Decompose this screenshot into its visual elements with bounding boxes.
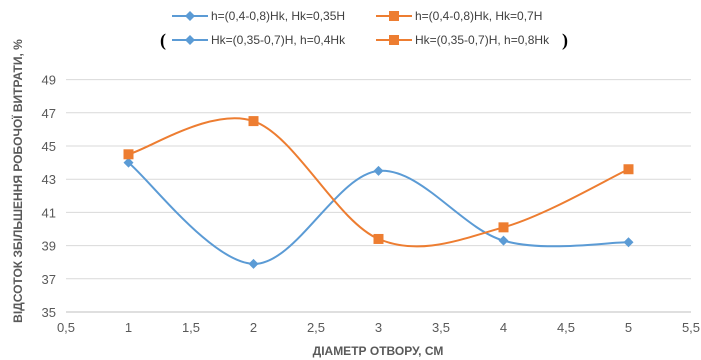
x-tick-label: 4,5: [557, 320, 575, 335]
series-line-2: [128, 117, 629, 248]
diamond-marker-icon: [185, 11, 195, 21]
data-point-diamond: [623, 237, 634, 248]
y-tick-label: 45: [42, 139, 56, 154]
legend-label-series-1: h=(0,4-0,8)Hk, Hk=0,35H: [211, 9, 345, 23]
legend-label-series-2: h=(0,4-0,8)Hk, Hk=0,7H: [415, 9, 542, 23]
data-point-diamond: [248, 258, 259, 269]
y-tick-label: 37: [42, 272, 56, 287]
legend-paren-open: (: [160, 30, 166, 51]
x-tick-label: 3,5: [432, 320, 450, 335]
y-tick-label: 39: [42, 239, 56, 254]
legend-item-series-1: h=(0,4-0,8)Hk, Hk=0,35H: [172, 9, 345, 23]
y-tick-label: 43: [42, 172, 56, 187]
x-tick-label: 1,5: [182, 320, 200, 335]
square-marker-icon: [389, 35, 399, 45]
x-tick-label: 3: [375, 320, 382, 335]
x-tick-label: 1: [125, 320, 132, 335]
x-tick-label: 2: [250, 320, 257, 335]
data-point-diamond: [498, 235, 509, 246]
data-point-square: [248, 116, 259, 127]
legend: h=(0,4-0,8)Hk, Hk=0,35H h=(0,4-0,8)Hk, H…: [160, 9, 568, 51]
y-tick-label: 35: [42, 305, 56, 320]
x-tick-label: 5: [625, 320, 632, 335]
x-axis-title: ДІАМЕТР ОТВОРУ, СМ: [313, 344, 444, 358]
data-point-square: [498, 222, 509, 233]
x-tick-label: 2,5: [307, 320, 325, 335]
gridlines: [66, 79, 691, 313]
legend-item-series-2: h=(0,4-0,8)Hk, Hk=0,7H: [376, 9, 542, 23]
data-point-diamond: [123, 157, 134, 168]
series-line-1: [127, 161, 629, 265]
diamond-marker-icon: [185, 35, 195, 45]
data-point-square: [373, 233, 384, 244]
data-point-diamond: [373, 165, 384, 176]
legend-paren-close: ): [562, 30, 568, 51]
y-tick-label: 47: [42, 106, 56, 121]
y-axis-ticks: 35 37 39 41 43 45 47 49: [42, 73, 56, 320]
x-tick-label: 0,5: [57, 320, 75, 335]
x-tick-label: 5,5: [682, 320, 700, 335]
y-axis-title: ВІДСОТОК ЗБІЛЬШЕННЯ РОБОЧОЇ ВИТРАТИ, %: [10, 39, 25, 323]
legend-label-series-3: Hk=(0,35-0,7)H, h=0,4Hk: [211, 33, 346, 47]
series-layer: [123, 116, 634, 269]
y-tick-label: 41: [42, 205, 56, 220]
data-point-square: [623, 164, 634, 175]
legend-item-series-4: Hk=(0,35-0,7)H, h=0,8Hk: [376, 33, 550, 47]
data-point-square: [123, 149, 134, 160]
y-tick-label: 49: [42, 73, 56, 88]
legend-item-series-3: Hk=(0,35-0,7)H, h=0,4Hk: [172, 33, 346, 47]
square-marker-icon: [389, 11, 399, 21]
legend-label-series-4: Hk=(0,35-0,7)H, h=0,8Hk: [415, 33, 550, 47]
x-tick-label: 4: [500, 320, 507, 335]
x-axis-ticks: 0,5 1 1,5 2 2,5 3 3,5 4 4,5 5 5,5: [57, 320, 700, 335]
